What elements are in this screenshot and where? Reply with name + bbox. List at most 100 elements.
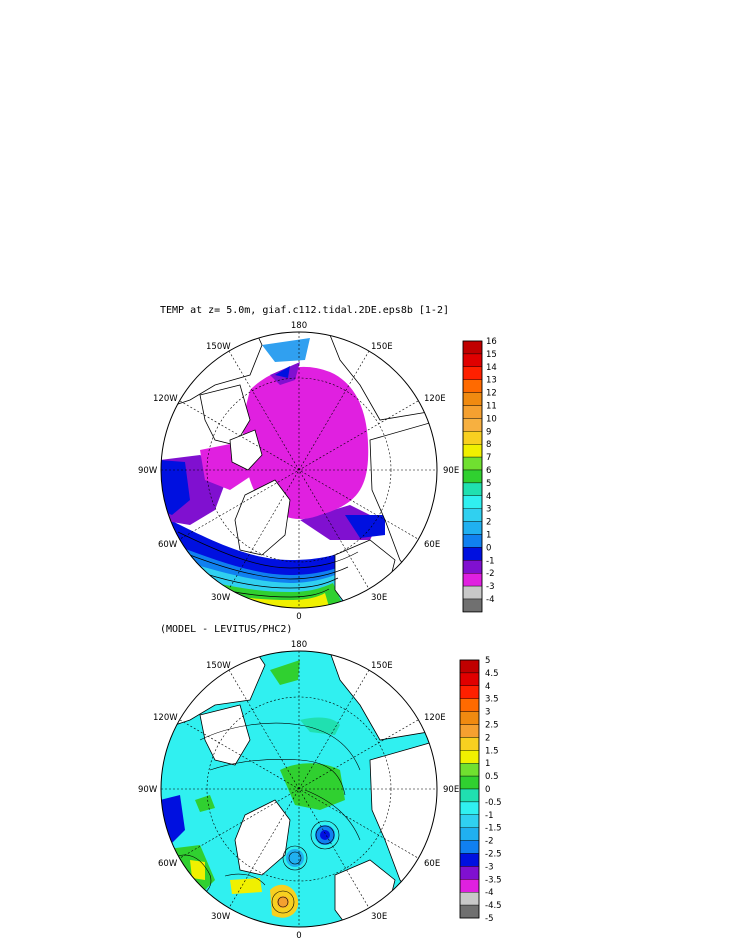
colorbar-tick-label: 9 bbox=[486, 427, 491, 437]
panel-2-map-border bbox=[160, 650, 438, 928]
colorbar-swatch bbox=[462, 431, 483, 445]
colorbar-swatch bbox=[459, 840, 480, 854]
lon-label-90e: 90E bbox=[443, 785, 459, 795]
lon-label-120e: 120E bbox=[424, 713, 446, 723]
colorbar-swatch bbox=[462, 340, 483, 355]
colorbar-tick-label: 12 bbox=[486, 389, 497, 399]
colorbar-tick-label: 2 bbox=[485, 733, 490, 743]
colorbar-tick-label: 3.5 bbox=[485, 695, 499, 705]
colorbar-tick-label: -4 bbox=[485, 888, 493, 898]
colorbar-swatch bbox=[462, 521, 483, 535]
colorbar-swatch bbox=[462, 379, 483, 393]
lon-label-120w: 120W bbox=[153, 394, 178, 404]
colorbar-swatch bbox=[459, 698, 480, 712]
colorbar-swatch bbox=[459, 904, 480, 919]
colorbar-swatch bbox=[462, 508, 483, 522]
colorbar-swatch bbox=[462, 585, 483, 600]
colorbar-swatch bbox=[462, 405, 483, 419]
lon-label-150e: 150E bbox=[371, 342, 393, 352]
panel-1-graticule bbox=[161, 332, 437, 608]
colorbar-tick-label: -5 bbox=[485, 914, 493, 924]
colorbar-swatch bbox=[462, 392, 483, 406]
lon-label-0: 0 bbox=[296, 931, 301, 941]
colorbar-swatch bbox=[459, 879, 480, 893]
colorbar-tick-label: 16 bbox=[486, 337, 497, 347]
colorbar-tick-label: 0 bbox=[485, 785, 490, 795]
colorbar-tick-label: 10 bbox=[486, 414, 497, 424]
colorbar-tick-label: -4.5 bbox=[485, 901, 502, 911]
lon-label-30e: 30E bbox=[371, 912, 387, 922]
colorbar-swatch bbox=[462, 495, 483, 509]
colorbar-swatch bbox=[462, 418, 483, 432]
colorbar-tick-label: 1 bbox=[486, 531, 491, 541]
colorbar-swatch bbox=[462, 444, 483, 458]
colorbar-swatch bbox=[459, 775, 480, 790]
colorbar-swatch bbox=[459, 853, 480, 867]
colorbar-swatch bbox=[462, 598, 483, 613]
colorbar-tick-label: -4 bbox=[486, 595, 494, 605]
colorbar-tick-label: 11 bbox=[486, 402, 497, 412]
lon-label-150w: 150W bbox=[206, 661, 231, 671]
colorbar-tick-label: -0.5 bbox=[485, 798, 502, 808]
colorbar-tick-label: -1 bbox=[486, 556, 494, 566]
colorbar-tick-label: -2 bbox=[485, 837, 493, 847]
colorbar-swatch bbox=[459, 750, 480, 764]
colorbar-tick-label: 6 bbox=[486, 466, 491, 476]
colorbar-swatch bbox=[459, 788, 480, 803]
colorbar-tick-label: 0.5 bbox=[485, 772, 499, 782]
colorbar-swatch bbox=[459, 814, 480, 828]
colorbar-swatch bbox=[459, 685, 480, 699]
colorbar-swatch bbox=[459, 892, 480, 906]
panel-2-colorbar: 5 4.5 4 3.5 3 2.5 2 1.5 1 0.5 0 -0.5 -1 -1.5 -2 -2.5 -3 -… bbox=[459, 656, 502, 924]
colorbar-tick-label: 3 bbox=[485, 708, 490, 718]
panel-2-graticule bbox=[161, 651, 437, 927]
colorbar-swatch bbox=[462, 469, 483, 484]
colorbar-swatch bbox=[459, 711, 480, 725]
colorbar-swatch bbox=[462, 456, 483, 471]
colorbar-swatch bbox=[462, 353, 483, 367]
colorbar-tick-label: 1.5 bbox=[485, 746, 499, 756]
colorbar-tick-label: -3.5 bbox=[485, 875, 502, 885]
colorbar-tick-label: 13 bbox=[486, 376, 497, 386]
colorbar-frame bbox=[459, 659, 480, 919]
lon-label-90w: 90W bbox=[138, 466, 158, 476]
lon-label-150w: 150W bbox=[206, 342, 231, 352]
lon-label-0: 0 bbox=[296, 612, 301, 622]
colorbar-tick-label: -2.5 bbox=[485, 850, 502, 860]
colorbar-tick-label: 1 bbox=[485, 759, 490, 769]
lon-label-60w: 60W bbox=[158, 540, 178, 550]
colorbar-swatch bbox=[462, 366, 483, 380]
colorbar-tick-label: 8 bbox=[486, 440, 491, 450]
colorbar-tick-label: 7 bbox=[486, 453, 491, 463]
colorbar-swatch bbox=[462, 482, 483, 496]
colorbar-tick-label: 5 bbox=[486, 479, 491, 489]
colorbar-tick-label: 2 bbox=[486, 518, 491, 528]
colorbar-swatch bbox=[459, 763, 480, 777]
lon-label-30e: 30E bbox=[371, 593, 387, 603]
lon-label-60e: 60E bbox=[424, 859, 440, 869]
colorbar-tick-label: 4.5 bbox=[485, 669, 499, 679]
panel-2-title: (MODEL - LEVITUS/PHC2) bbox=[160, 624, 292, 635]
colorbar-tick-label: 3 bbox=[486, 505, 491, 515]
lon-label-150e: 150E bbox=[371, 661, 393, 671]
colorbar-swatch bbox=[462, 547, 483, 561]
lon-label-90e: 90E bbox=[443, 466, 459, 476]
colorbar-tick-label: -3 bbox=[486, 582, 494, 592]
colorbar-swatch bbox=[459, 827, 480, 841]
lon-label-30w: 30W bbox=[211, 593, 231, 603]
colorbar-swatch bbox=[459, 737, 480, 751]
colorbar-frame bbox=[462, 340, 483, 613]
colorbar-swatch bbox=[459, 801, 480, 816]
colorbar-tick-label: 4 bbox=[486, 492, 491, 502]
panel-2: (MODEL - LEVITUS/PHC2) bbox=[138, 624, 502, 941]
panel-2-map bbox=[161, 651, 437, 927]
lon-label-60w: 60W bbox=[158, 859, 178, 869]
lon-label-120w: 120W bbox=[153, 713, 178, 723]
colorbar-tick-label: 0 bbox=[486, 543, 491, 553]
lon-label-120e: 120E bbox=[424, 394, 446, 404]
panel-1-title: TEMP at z= 5.0m, giaf.c112.tidal.2DE.eps… bbox=[160, 305, 449, 316]
colorbar-tick-label: 4 bbox=[485, 682, 490, 692]
colorbar-tick-label: 14 bbox=[486, 363, 497, 373]
